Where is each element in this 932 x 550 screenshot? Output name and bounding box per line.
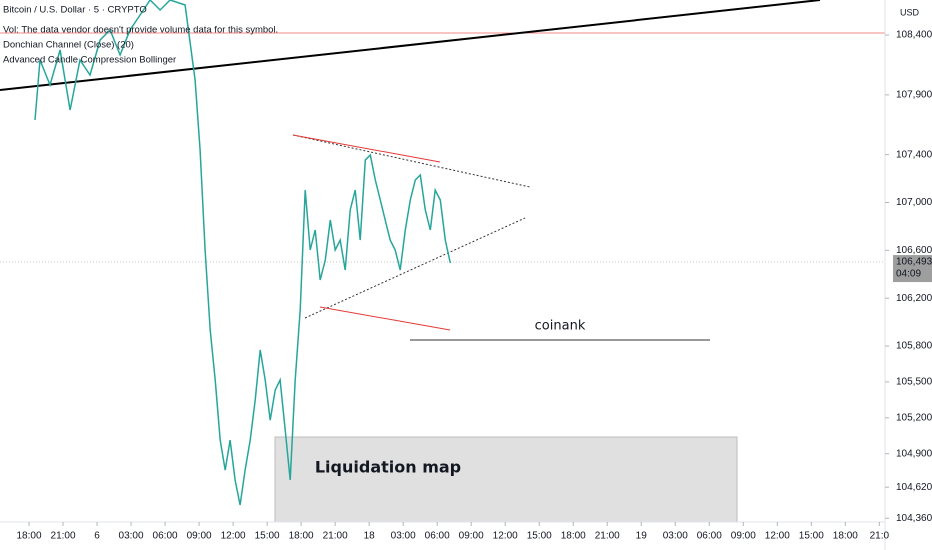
x-tick-label: 15:00 <box>799 531 824 542</box>
annotation: coinank <box>535 319 586 334</box>
x-tick-label: 09:00 <box>459 531 484 542</box>
x-tick-label: 15:00 <box>255 531 280 542</box>
y-tick-label: 108,400.00 <box>896 30 932 41</box>
last-price-label: 106,493.76 <box>896 257 932 268</box>
x-tick-label: 06:00 <box>697 531 722 542</box>
x-tick-label: 03:00 <box>119 531 144 542</box>
x-tick-label: 06:00 <box>153 531 178 542</box>
series-layer <box>34 0 452 506</box>
x-tick-label: 18:00 <box>561 531 586 542</box>
x-tick-label: 12:00 <box>493 531 518 542</box>
x-tick-label: 21:0 <box>870 531 890 542</box>
x-tick-label: 15:00 <box>527 531 552 542</box>
y-tick-label: 104,900.00 <box>896 448 932 459</box>
legend-title: Bitcoin / U.S. Dollar · 5 · CRYPTO <box>3 5 147 16</box>
y-tick-label: 104,620.00 <box>896 482 932 493</box>
red-top <box>292 134 441 163</box>
triangle-bottom <box>304 217 526 319</box>
y-tick-label: 105,200.00 <box>896 412 932 423</box>
legend: Bitcoin / U.S. Dollar · 5 · CRYPTO Vol: … <box>3 5 278 66</box>
y-tick-label: 104,360.00 <box>896 513 932 524</box>
y-tick-label: 107,000.00 <box>896 197 932 208</box>
last-price-tag <box>893 255 932 283</box>
red-bottom <box>319 306 451 331</box>
annotation: Liquidation map <box>315 458 461 477</box>
x-tick-label: 03:00 <box>391 531 416 542</box>
x-tick-label: 6 <box>94 531 100 542</box>
x-tick-label: 18:00 <box>289 531 314 542</box>
price-line <box>34 0 452 506</box>
y-tick-label: 106,600.00 <box>896 245 932 256</box>
y-tick-label: 107,400.00 <box>896 149 932 160</box>
y-tick-label: 105,800.00 <box>896 341 932 352</box>
x-tick-label: 18 <box>364 531 376 542</box>
y-tick-label: 105,500.00 <box>896 377 932 388</box>
x-tick-label: 09:00 <box>187 531 212 542</box>
x-tick-label: 12:00 <box>765 531 790 542</box>
y-tick-label: 106,200.00 <box>896 293 932 304</box>
x-tick-label: 21:00 <box>51 531 76 542</box>
triangle-top <box>292 134 531 188</box>
x-tick-label: 06:00 <box>425 531 450 542</box>
y-unit: USD <box>900 7 920 17</box>
legend-indicator: Donchian Channel (Close) (20) <box>3 40 134 51</box>
trend-line <box>0 0 821 91</box>
x-tick-label: 09:00 <box>731 531 756 542</box>
countdown: 04:09 <box>896 269 921 280</box>
y-tick-label: 107,900.00 <box>896 89 932 100</box>
x-tick-label: 21:00 <box>595 531 620 542</box>
legend-indicator: Vol: The data vendor doesn't provide vol… <box>3 25 278 36</box>
x-tick-label: 03:00 <box>663 531 688 542</box>
x-tick-label: 12:00 <box>221 531 246 542</box>
legend-indicator: Advanced Candle Compression Bollinger <box>3 55 176 66</box>
x-tick-label: 19 <box>636 531 648 542</box>
liquidation-box <box>274 436 738 523</box>
drawings <box>0 0 886 550</box>
x-tick-label: 21:00 <box>323 531 348 542</box>
x-tick-label: 18:00 <box>833 531 858 542</box>
x-tick-label: 18:00 <box>17 531 42 542</box>
